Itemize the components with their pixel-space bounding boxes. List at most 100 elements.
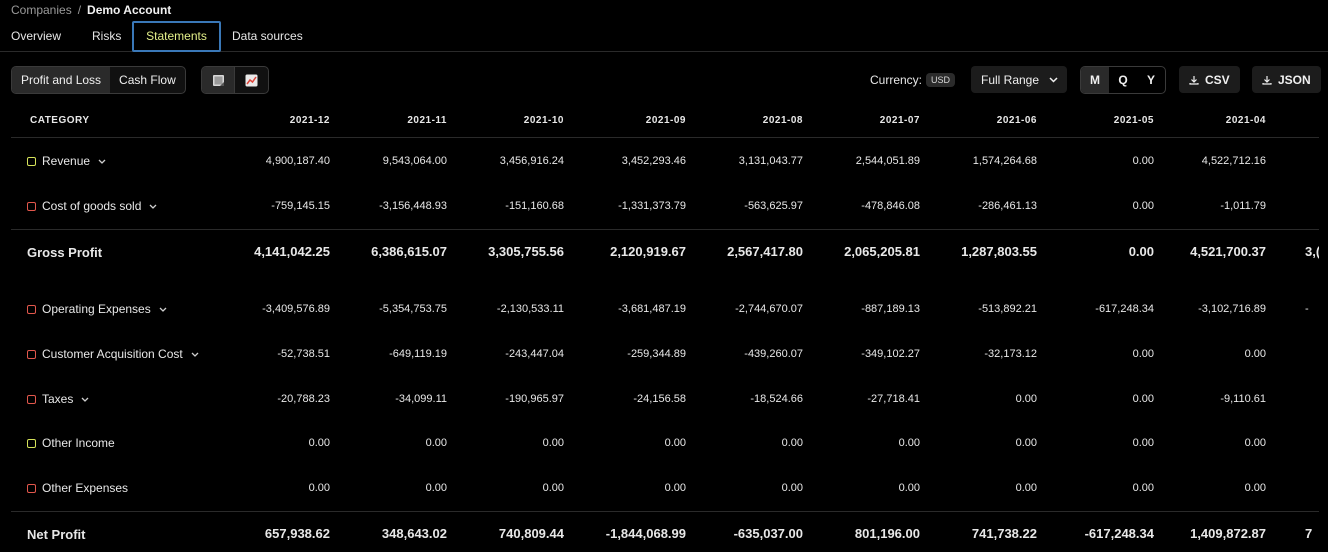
- table-view-button[interactable]: [202, 67, 235, 93]
- table-cell: -20,788.23: [277, 393, 330, 405]
- breadcrumb-parent[interactable]: Companies: [11, 3, 72, 17]
- tab-risks[interactable]: Risks: [92, 29, 122, 43]
- chevron-down-icon[interactable]: [98, 159, 106, 164]
- table-cell: 657,938.62: [264, 526, 330, 541]
- row-label-text: Gross Profit: [27, 244, 103, 260]
- row-label-text: Revenue: [42, 154, 91, 168]
- chevron-down-icon[interactable]: [81, 397, 89, 402]
- table-cell: 4,900,187.40: [265, 155, 330, 167]
- view-toggle: [201, 66, 269, 94]
- line-chart-icon: [245, 74, 258, 86]
- table-cell: 2,065,205.81: [844, 244, 920, 259]
- cash-flow-button[interactable]: Cash Flow: [119, 73, 176, 87]
- table-cell: 0.00: [1015, 482, 1037, 494]
- row-label[interactable]: Taxes: [27, 388, 89, 410]
- table-cell: 0.00: [1132, 155, 1154, 167]
- table-cell: -1,011.79: [1220, 200, 1266, 212]
- table-cell: 0.00: [1132, 482, 1154, 494]
- table-row: Cost of goods sold -759,145.15 -3,156,448.…: [11, 195, 1319, 217]
- table-cell: 0.00: [664, 437, 686, 449]
- table-cell: -1,844,068.99: [605, 526, 686, 541]
- category-marker-icon: [27, 304, 36, 314]
- row-label-text: Other Income: [42, 436, 115, 450]
- row-label-text: Taxes: [42, 392, 74, 406]
- chevron-down-icon[interactable]: [159, 307, 167, 312]
- period-month-button[interactable]: M: [1081, 67, 1109, 93]
- tab-overview[interactable]: Overview: [11, 29, 62, 43]
- table-cell: -635,037.00: [733, 526, 803, 541]
- table-cell: -649,119.19: [389, 348, 447, 360]
- table-cell: -3,409,576.89: [262, 303, 330, 315]
- table-cell: -617,248.34: [1095, 303, 1154, 315]
- row-label[interactable]: Cost of goods sold: [27, 195, 157, 217]
- row-label: Other Expenses: [27, 477, 128, 499]
- category-marker-icon: [27, 483, 36, 493]
- range-select[interactable]: Full Range: [971, 66, 1067, 93]
- currency-label: Currency:: [870, 73, 923, 87]
- table-cell: 0.00: [1015, 393, 1037, 405]
- category-marker-icon: [27, 201, 36, 211]
- table-cell: -439,260.07: [744, 348, 803, 360]
- row-label[interactable]: Customer Acquisition Cost: [27, 343, 199, 365]
- table-cell: -2,130,533.11: [496, 303, 564, 315]
- range-select-label: Full Range: [981, 72, 1040, 87]
- table-cell: -1,331,373.79: [618, 200, 686, 212]
- row-label-text: Other Expenses: [42, 481, 129, 495]
- table-cell: 0.00: [542, 437, 564, 449]
- tab-data-sources[interactable]: Data sources: [232, 29, 303, 43]
- table-cell: -34,099.11: [395, 393, 447, 405]
- row-label[interactable]: Revenue: [27, 150, 106, 172]
- currency-indicator: Currency: USD: [870, 66, 956, 94]
- period-year-button[interactable]: Y: [1146, 73, 1155, 87]
- column-header: 2021-08: [762, 115, 803, 126]
- toolbar: Profit and Loss Cash Flow Currency: USD …: [0, 66, 1328, 94]
- table-cell: -286,461.13: [978, 200, 1037, 212]
- table-cell: -18,524.66: [750, 393, 803, 405]
- category-marker-icon: [27, 438, 36, 448]
- table-cell: -9,110.61: [1220, 393, 1266, 405]
- profit-and-loss-button[interactable]: Profit and Loss: [12, 67, 111, 93]
- table-cell: 3,131,043.77: [738, 155, 803, 167]
- table-cell: -478,846.08: [861, 200, 920, 212]
- table-cell: -27,718.41: [867, 393, 920, 405]
- row-label[interactable]: Operating Expenses: [27, 298, 167, 320]
- row-divider: [11, 511, 1319, 512]
- tab-statements[interactable]: Statements: [132, 21, 221, 52]
- table-row: Customer Acquisition Cost -52,738.51 -649,…: [11, 343, 1319, 365]
- table-cell: -563,625.97: [744, 200, 803, 212]
- table-cell: -52,738.51: [277, 348, 330, 360]
- column-header: 2021-07: [879, 115, 920, 126]
- table-cell: 1,287,803.55: [961, 244, 1037, 259]
- table-cell: 0.00: [1132, 393, 1154, 405]
- overflow-cell: 3,(: [1305, 244, 1319, 259]
- table-cell: 0.00: [1244, 482, 1266, 494]
- row-divider: [11, 229, 1319, 230]
- table-row: Other Income 0.00 0.00 0.00 0.00 0.00 0.00 0.00…: [11, 432, 1319, 454]
- column-header: 2021-12: [289, 115, 330, 126]
- table-row: Gross Profit 4,141,042.25 6,386,615.07 3,30…: [11, 241, 1319, 263]
- chart-view-button[interactable]: [235, 67, 268, 93]
- csv-download-button[interactable]: CSV: [1179, 66, 1240, 93]
- table-cell: 801,196.00: [854, 526, 920, 541]
- table-cell: 2,567,417.80: [727, 244, 803, 259]
- table-cell: 0.00: [1132, 200, 1154, 212]
- table-cell: -349,102.27: [861, 348, 920, 360]
- table-cell: 9,543,064.00: [382, 155, 447, 167]
- table-cell: -3,102,716.89: [1198, 303, 1266, 315]
- table-cell: 0.00: [898, 437, 920, 449]
- table-cell: 0.00: [898, 482, 920, 494]
- table-cell: 0.00: [425, 482, 447, 494]
- chevron-down-icon[interactable]: [191, 352, 199, 357]
- tab-bar: Overview Risks Statements Data sources: [0, 21, 1328, 52]
- table-cell: -2,744,670.07: [735, 303, 803, 315]
- statement-table: CATEGORY 2021-12 2021-11 2021-10 2021-09…: [11, 104, 1319, 542]
- period-quarter-button[interactable]: Q: [1118, 73, 1128, 87]
- table-cell: 3,305,755.56: [488, 244, 564, 259]
- chevron-down-icon[interactable]: [149, 204, 157, 209]
- table-cell: 4,522,712.16: [1201, 155, 1266, 167]
- row-label: Gross Profit: [27, 241, 102, 263]
- table-cell: 0.00: [1132, 437, 1154, 449]
- table-cell: -24,156.58: [633, 393, 686, 405]
- category-marker-icon: [27, 394, 36, 404]
- json-download-button[interactable]: JSON: [1252, 66, 1321, 93]
